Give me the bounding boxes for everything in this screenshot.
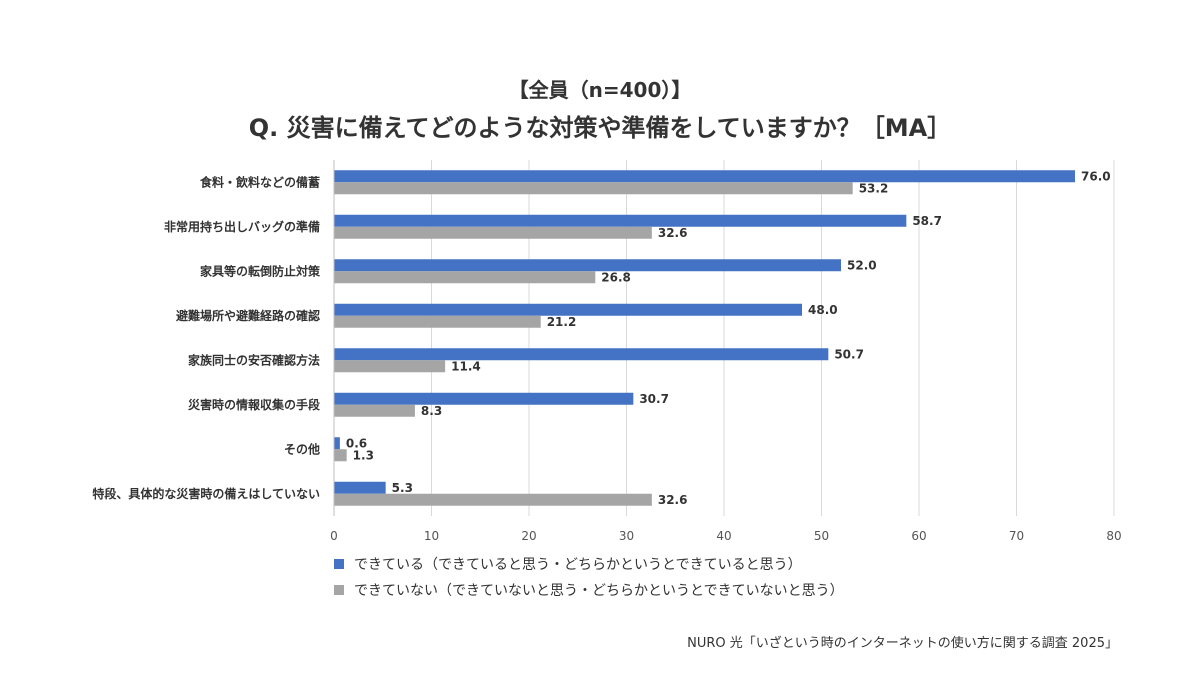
bar-series1	[334, 303, 802, 316]
category-label: その他	[284, 441, 320, 456]
bar-series1	[334, 214, 907, 227]
category-label: 家族同士の安否確認方法	[188, 352, 320, 367]
bar-series2	[334, 315, 541, 328]
bar-series2	[334, 493, 652, 506]
source-note: NURO 光「いざという時のインターネットの使い方に関する調査 2025」	[687, 636, 1118, 651]
data-label: 26.8	[601, 270, 631, 284]
bar-series2	[334, 404, 415, 417]
legend-label-series2: できていない（できていないと思う・どちらかというとできていないと思う）	[354, 583, 844, 599]
bar-series2	[334, 271, 596, 284]
x-tick-label: 20	[521, 529, 536, 543]
data-label: 8.3	[421, 404, 442, 418]
category-label: 避難場所や避難経路の確認	[176, 308, 320, 323]
legend-label-series1: できている（できていると思う・どちらかというとできていると思う）	[354, 557, 802, 573]
x-tick-label: 80	[1106, 529, 1121, 543]
data-label: 58.7	[912, 214, 942, 228]
data-label: 32.6	[658, 493, 688, 507]
category-label: 食料・飲料などの備蓄	[199, 174, 320, 189]
chart-subtitle: 【全員（n=400）】	[508, 78, 692, 102]
category-label: 特段、具体的な災害時の備えはしていない	[92, 486, 320, 501]
legend-swatch-series2	[334, 585, 344, 595]
x-tick-label: 50	[814, 529, 829, 543]
data-label: 76.0	[1081, 169, 1111, 183]
data-label: 5.3	[392, 481, 413, 495]
data-label: 30.7	[639, 392, 669, 406]
data-label: 53.2	[859, 181, 889, 195]
legend-item-series1: できている（できていると思う・どちらかというとできていると思う）	[334, 553, 844, 575]
legend: できている（できていると思う・どちらかというとできていると思う） できていない（…	[334, 553, 844, 605]
category-label: 非常用持ち出しバッグの準備	[164, 219, 320, 234]
category-label: 災害時の情報収集の手段	[188, 397, 321, 412]
x-tick-label: 60	[911, 529, 926, 543]
category-label: 家具等の転倒防止対策	[200, 263, 321, 278]
bar-series1	[334, 259, 841, 272]
bar-series1	[334, 170, 1075, 183]
bar-series2	[334, 182, 853, 195]
data-label: 48.0	[808, 303, 838, 317]
bar-series1	[334, 392, 634, 405]
data-label: 32.6	[658, 226, 688, 240]
data-label: 21.2	[547, 315, 577, 329]
bar-series2	[334, 360, 446, 373]
data-label: 1.3	[353, 448, 374, 462]
data-label: 11.4	[451, 359, 481, 373]
x-tick-label: 30	[619, 529, 634, 543]
bar-series2	[334, 449, 347, 462]
x-tick-label: 10	[424, 529, 439, 543]
data-label: 50.7	[834, 347, 864, 361]
chart-title: Q. 災害に備えてどのような対策や準備をしていますか？［MA］	[248, 114, 952, 142]
x-tick-label: 0	[330, 529, 338, 543]
x-tick-label: 70	[1009, 529, 1024, 543]
legend-swatch-series1	[334, 559, 344, 569]
bar-series1	[334, 348, 829, 361]
bar-series2	[334, 226, 652, 239]
bar-series1	[334, 481, 386, 494]
data-label: 0.6	[346, 436, 367, 450]
bar-series1	[334, 437, 340, 450]
legend-item-series2: できていない（できていないと思う・どちらかというとできていないと思う）	[334, 579, 844, 601]
data-label: 52.0	[847, 258, 877, 272]
x-tick-label: 40	[716, 529, 731, 543]
